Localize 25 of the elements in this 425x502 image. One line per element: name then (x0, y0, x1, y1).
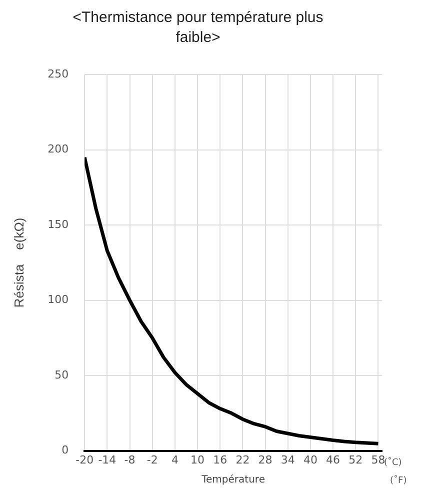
y-axis-title: Résista e(kΩ) (11, 218, 26, 308)
x-axis-title: Température (200, 474, 265, 486)
x-tick-label: 58 (371, 453, 386, 466)
y-tick-label: 200 (48, 142, 69, 156)
x-tick-label: -14 (98, 453, 116, 466)
x-tick-label: 10 (190, 453, 205, 466)
y-tick-label: 150 (48, 218, 69, 231)
x-tick-label: -20 (76, 453, 94, 466)
text: (˚C) (384, 457, 402, 468)
y-tick-label: 100 (48, 293, 69, 306)
x-tick-label: 28 (258, 453, 272, 466)
x-tick-label: 16 (213, 453, 228, 466)
x-tick-label: 52 (348, 453, 363, 466)
x-tick-label: 4 (171, 453, 178, 466)
chart-title: <Thermistance pour température plus faible> (72, 8, 324, 48)
y-tick-label: 50 (54, 368, 69, 382)
x-tick-label: 46 (326, 453, 340, 466)
x-tick-label: 34 (280, 453, 295, 466)
x-tick-label: -8 (124, 453, 136, 466)
text: (˚F) (390, 475, 407, 486)
y-tick-label: 0 (62, 444, 69, 457)
x-tick-label: 22 (236, 453, 250, 466)
x-tick-label: 40 (303, 453, 318, 466)
y-tick-label: 250 (48, 67, 69, 80)
x-tick-label: -2 (146, 453, 158, 466)
